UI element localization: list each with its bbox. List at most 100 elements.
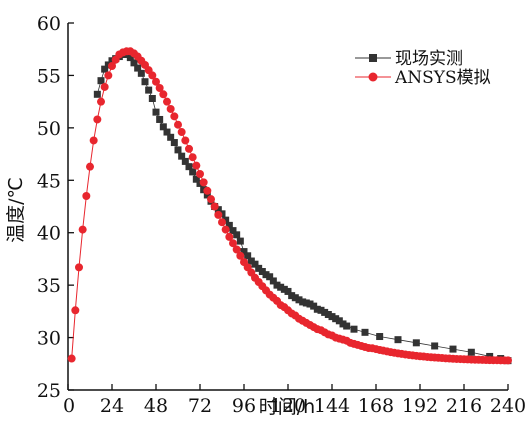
data-point-measured [299,298,307,306]
data-point-ansys [177,128,186,137]
data-point-ansys [214,210,223,219]
data-point-measured [181,157,189,165]
data-point-ansys [236,251,245,260]
data-point-ansys [170,112,179,121]
data-point-measured [93,90,101,98]
data-point-measured [394,336,402,344]
data-point-measured [240,248,248,256]
data-point-measured [247,257,255,265]
series-line-measured [96,54,509,362]
x-tick-label: 168 [358,395,394,417]
data-point-measured [332,315,340,323]
data-point-ansys [232,245,241,254]
data-point-measured [269,277,277,285]
data-point-measured [167,133,175,141]
data-point-ansys [185,144,193,153]
data-point-ansys [86,162,94,171]
x-axis-title: 时间/h [259,396,315,418]
data-point-measured [145,86,153,94]
data-point-ansys [159,90,168,99]
data-point-ansys [89,136,98,145]
data-point-measured [233,231,241,239]
data-point-measured [284,287,292,295]
data-point-ansys [71,306,80,315]
data-point-ansys [504,356,512,365]
x-tick-label: 120 [270,395,306,417]
x-tick-label: 72 [188,395,212,417]
data-point-measured [467,348,475,356]
x-tick-label: 192 [402,395,438,417]
data-point-measured [266,273,274,281]
y-tick-label: 25 [37,380,61,402]
y-tick-label: 40 [37,223,61,245]
data-point-measured [137,69,145,77]
data-point-measured [273,281,281,289]
data-point-measured [192,175,200,183]
data-point-measured [361,328,369,336]
data-point-ansys [163,97,171,106]
y-tick-label: 45 [37,170,61,192]
data-point-measured [317,306,325,314]
data-point-measured [156,115,164,123]
data-point-ansys [218,218,226,227]
x-tick-label: 216 [446,395,482,417]
x-tick-label: 240 [490,395,526,417]
legend-label-measured: 现场实测 [395,49,463,69]
y-tick-label: 35 [37,275,61,297]
x-tick-label: 48 [144,395,168,417]
data-point-measured [152,108,160,116]
y-tick-label: 30 [37,328,61,350]
data-point-measured [148,94,156,102]
data-point-measured [244,252,252,260]
data-point-measured [163,128,171,136]
data-point-ansys [93,115,102,124]
data-point-ansys [174,120,182,129]
data-point-ansys [199,178,208,187]
data-point-measured [130,59,138,67]
data-point-measured [222,216,230,224]
data-point-ansys [207,195,215,204]
data-point-measured [236,237,244,245]
data-point-measured [412,339,420,347]
data-point-ansys [203,186,212,195]
data-point-ansys [188,153,197,162]
data-point-measured [97,77,105,85]
data-point-measured [134,64,142,72]
data-point-ansys [181,136,190,145]
data-point-measured [295,296,303,304]
legend-label-ansys: ANSYS模拟 [394,68,491,88]
data-point-measured [178,152,186,160]
data-point-measured [431,342,439,350]
data-point-ansys [75,263,83,272]
data-point-measured [306,300,314,308]
data-point-measured [449,345,457,353]
data-point-measured [280,285,288,293]
data-point-ansys [104,71,113,80]
data-point-measured [291,294,299,302]
data-point-ansys [225,232,234,241]
data-point-measured [170,139,178,147]
data-point-measured [376,333,384,341]
data-point-measured [255,264,263,272]
y-axis-title: 温度/℃ [5,177,27,243]
data-point-measured [324,311,332,319]
data-point-measured [277,283,285,291]
data-point-measured [339,320,347,328]
data-point-ansys [100,82,109,91]
data-point-measured [141,78,149,86]
data-point-measured [321,308,329,316]
data-point-ansys [82,192,91,201]
legend-marker-ansys [368,72,378,82]
y-tick-label: 55 [37,65,61,87]
data-point-ansys [108,61,116,70]
data-point-measured [214,206,222,214]
data-point-ansys [152,77,160,86]
x-tick-label: 24 [100,395,124,417]
data-point-measured [335,317,343,325]
data-point-ansys [221,225,230,234]
data-point-ansys [67,354,76,363]
data-point-measured [310,302,318,310]
data-point-measured [225,221,233,229]
